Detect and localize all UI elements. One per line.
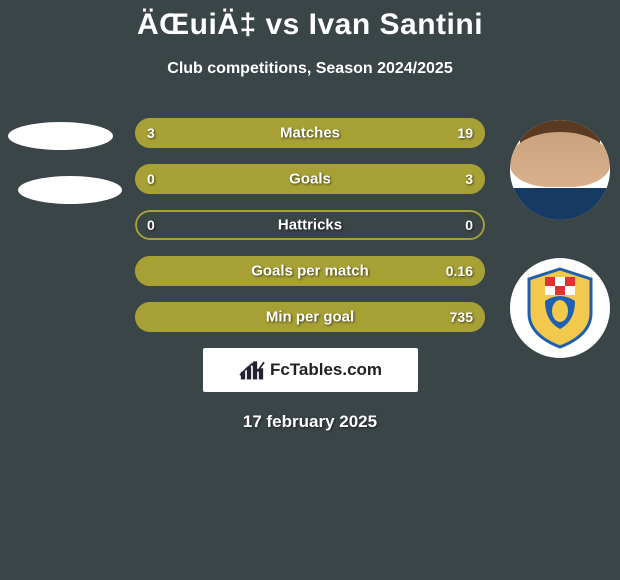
metric-row: 3 19 Matches <box>135 118 485 148</box>
player-right-club-badge <box>510 258 610 358</box>
player-left-club-badge <box>18 176 122 204</box>
value-left: 0 <box>147 217 155 233</box>
value-right: 0 <box>465 217 473 233</box>
metric-label: Matches <box>280 125 340 142</box>
player-right-avatar <box>510 120 610 220</box>
brand-badge: FcTables.com <box>203 348 418 392</box>
metric-row: 735 Min per goal <box>135 302 485 332</box>
bar-chart-icon <box>238 358 266 382</box>
value-right: 19 <box>457 125 473 141</box>
metric-label: Goals per match <box>251 263 369 280</box>
player-left-avatar <box>8 122 113 150</box>
bar-left <box>135 118 184 148</box>
metric-row: 0.16 Goals per match <box>135 256 485 286</box>
date-label: 17 february 2025 <box>0 412 620 432</box>
value-right: 0.16 <box>446 263 473 279</box>
value-right: 735 <box>450 309 473 325</box>
page-title: ÄŒuiÄ‡ vs Ivan Santini <box>0 8 620 42</box>
value-left: 0 <box>147 171 155 187</box>
metric-label: Min per goal <box>266 309 354 326</box>
value-left: 3 <box>147 125 155 141</box>
metric-row: 0 0 Hattricks <box>135 210 485 240</box>
value-right: 3 <box>465 171 473 187</box>
subtitle: Club competitions, Season 2024/2025 <box>0 60 620 78</box>
metric-row: 0 3 Goals <box>135 164 485 194</box>
metric-label: Hattricks <box>278 217 342 234</box>
comparison-chart: 3 19 Matches 0 3 Goals 0 0 Hattricks 0.16 Goals pe… <box>135 118 485 332</box>
metric-label: Goals <box>289 171 331 188</box>
brand-label: FcTables.com <box>270 360 382 380</box>
